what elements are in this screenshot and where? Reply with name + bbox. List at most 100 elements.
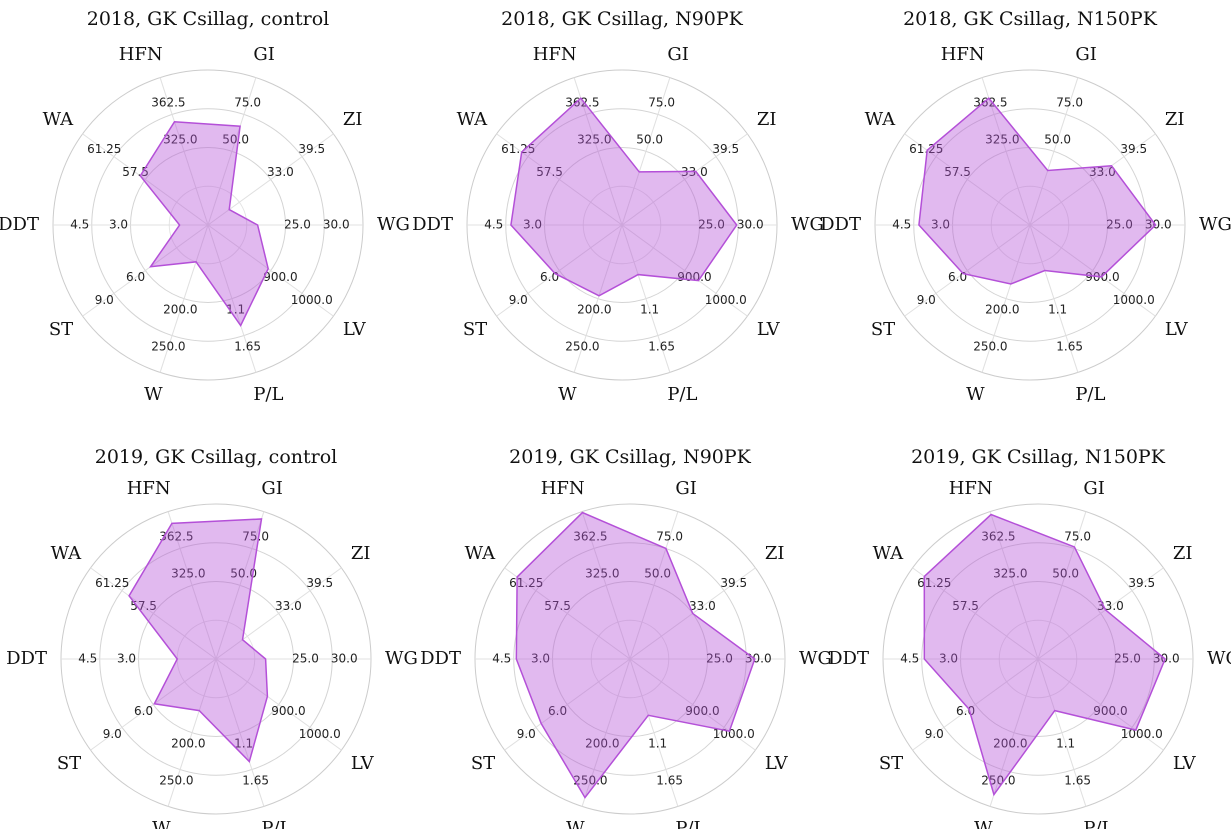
spoke [159,224,209,373]
axis-label: HFN [941,44,985,65]
tick-label: 4.5 [70,218,89,232]
spoke [1029,224,1156,317]
spoke [504,658,631,751]
tick-label: 33.0 [1097,599,1124,613]
axis-label: DDT [6,648,47,669]
tick-label: 1.1 [226,303,245,317]
spoke [1037,658,1087,807]
tick-label: 33.0 [267,165,294,179]
tick-label: 9.0 [917,293,936,307]
tick-label: 30.0 [323,218,350,232]
axis-label: LV [1173,753,1197,774]
axis-label: ZI [351,543,371,564]
tick-label: 1.65 [234,339,261,353]
tick-label: 1.1 [1056,737,1075,751]
axis-label: WA [873,543,905,564]
axis-label: ST [49,319,73,340]
spoke [629,511,679,660]
chart-title: 2018, GK Csillag, control [87,8,329,30]
tick-label: 325.0 [585,566,619,580]
axis-label: P/L [675,818,705,829]
tick-label: 900.0 [263,270,297,284]
tick-label: 250.0 [159,773,193,787]
tick-label: 50.0 [644,566,671,580]
tick-label: 325.0 [993,566,1027,580]
tick-label: 75.0 [1064,530,1091,544]
tick-label: 30.0 [737,218,764,232]
tick-label: 57.5 [544,599,571,613]
spoke [621,224,671,373]
axis-label: P/L [253,384,283,405]
tick-label: 900.0 [685,704,719,718]
axis-label: W [566,818,585,829]
spoke [504,567,631,660]
tick-label: 325.0 [163,132,197,146]
axis-label: GI [667,44,689,65]
tick-label: 900.0 [271,704,305,718]
spoke [912,567,1039,660]
spoke [989,511,1039,660]
tick-label: 4.5 [78,652,97,666]
tick-label: 39.5 [306,576,333,590]
tick-label: 61.25 [501,142,535,156]
axis-label: DDT [412,214,453,235]
tick-label: 9.0 [925,727,944,741]
radar-chart: 2019, GK Csillag, N90PK WG 25.0 30.0 ZI 33.0 3… [420,446,832,829]
spoke [215,567,342,660]
spoke [215,658,265,807]
tick-label: 200.0 [171,737,205,751]
tick-label: 3.0 [531,652,550,666]
axis-label: GI [261,478,283,499]
axis-label: ST [871,319,895,340]
tick-label: 25.0 [706,652,733,666]
tick-label: 4.5 [492,652,511,666]
spoke [82,133,209,226]
tick-label: 33.0 [1089,165,1116,179]
tick-label: 250.0 [573,773,607,787]
spoke [1029,133,1156,226]
tick-label: 325.0 [171,566,205,580]
radar-chart: 2019, GK Csillag, N150PKWG25.030.0ZI33.0… [828,446,1231,829]
tick-label: 4.5 [900,652,919,666]
tick-label: 250.0 [973,339,1007,353]
axis-label: P/L [667,384,697,405]
axis-label: GI [675,478,697,499]
tick-label: 75.0 [1056,96,1083,110]
spoke [82,224,209,317]
tick-label: 6.0 [134,704,153,718]
tick-label: 325.0 [577,132,611,146]
tick-label: 61.25 [87,142,121,156]
axis-label: DDT [828,648,869,669]
spoke [581,658,631,807]
tick-label: 57.5 [536,165,563,179]
spoke [167,658,217,807]
tick-label: 30.0 [745,652,772,666]
tick-label: 325.0 [985,132,1019,146]
spoke [496,224,623,317]
axis-label: W [152,818,171,829]
chart-title: 2019, GK Csillag, control [95,446,337,468]
tick-label: 1000.0 [299,727,341,741]
tick-label: 25.0 [1114,652,1141,666]
tick-label: 75.0 [234,96,261,110]
axis-label: WA [457,109,489,130]
axis-label: ZI [1165,109,1185,130]
axis-label: WA [43,109,75,130]
tick-label: 3.0 [931,218,950,232]
tick-label: 1000.0 [291,293,333,307]
tick-label: 25.0 [698,218,725,232]
tick-label: 1000.0 [705,293,747,307]
chart-title: 2019, GK Csillag, N150PK [911,446,1166,468]
axis-label: ZI [343,109,363,130]
axis-label: HFN [127,478,171,499]
spoke [207,77,257,226]
axis-label: WA [865,109,897,130]
tick-label: 33.0 [689,599,716,613]
axis-label: GI [1083,478,1105,499]
tick-label: 9.0 [509,293,528,307]
tick-label: 1000.0 [1121,727,1163,741]
spoke [1037,567,1164,660]
